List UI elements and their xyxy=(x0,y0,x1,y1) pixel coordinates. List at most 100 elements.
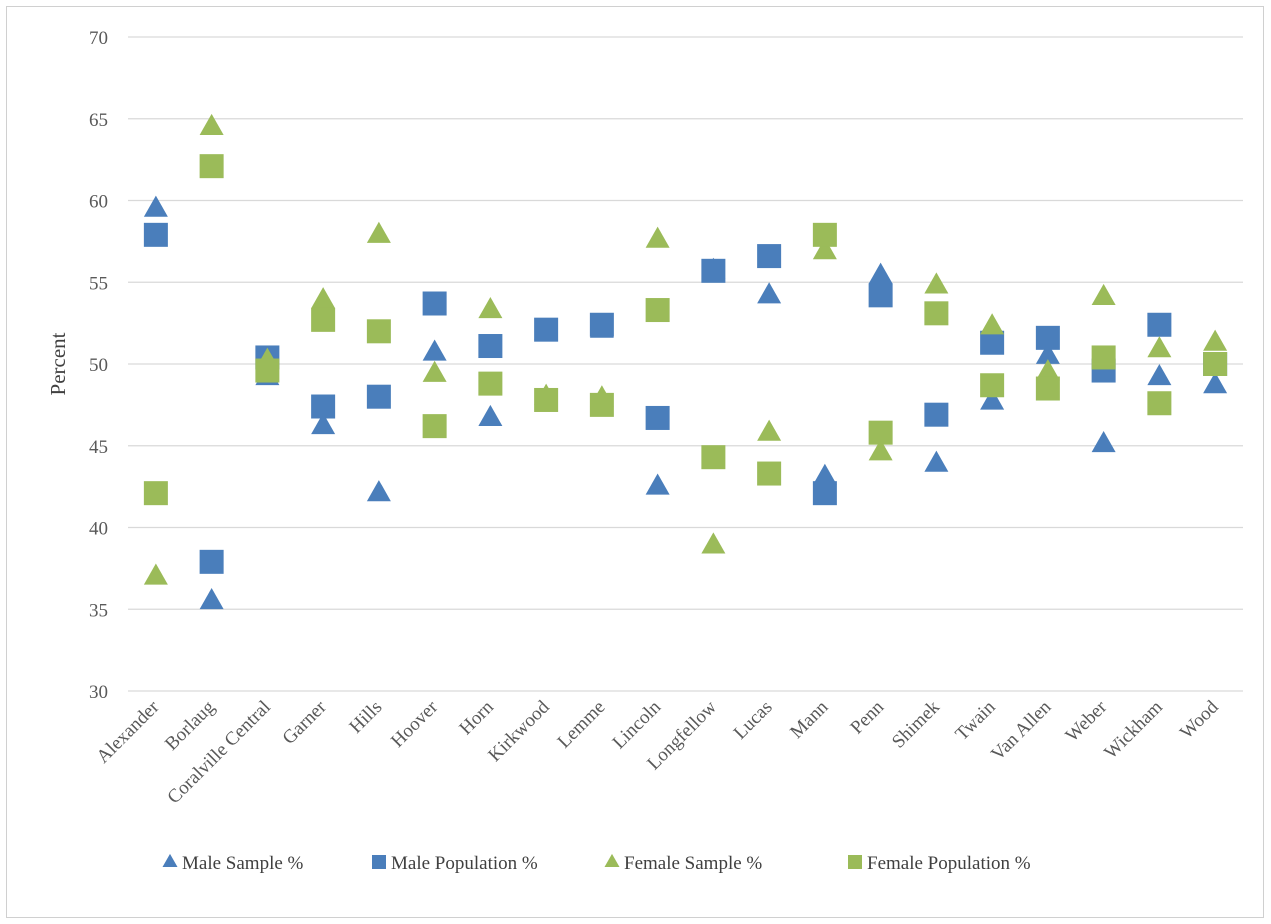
y-tick-label: 60 xyxy=(89,192,108,213)
male-sample-marker xyxy=(924,450,949,472)
x-tick-label: Hoover xyxy=(387,696,443,752)
x-tick-label: Lemme xyxy=(554,697,610,753)
male-population-marker xyxy=(701,258,726,283)
female-sample-marker xyxy=(924,272,949,294)
legend-label: Female Population % xyxy=(867,853,1031,874)
male-population-marker xyxy=(812,481,837,506)
female-sample-marker xyxy=(366,221,391,243)
legend-label: Female Sample % xyxy=(624,853,762,874)
x-tick-label: Shimek xyxy=(888,696,944,752)
x-tick-label: Hills xyxy=(345,697,386,738)
y-tick-label: 40 xyxy=(89,519,108,540)
male-sample-marker xyxy=(478,404,503,426)
female-population-marker xyxy=(924,301,949,326)
x-tick-label: Coralville Central xyxy=(163,697,274,808)
male-population-marker xyxy=(980,330,1005,355)
male-population-marker xyxy=(1035,325,1060,350)
female-sample-marker xyxy=(980,313,1005,335)
male-sample-marker xyxy=(980,388,1005,410)
gridlines xyxy=(128,36,1243,692)
x-tick-label: Mann xyxy=(786,696,833,743)
female-sample-marker xyxy=(478,296,503,319)
y-axis-title: Percent xyxy=(46,332,70,395)
y-tick-label: 30 xyxy=(89,682,108,703)
x-tick-label: Van Allen xyxy=(987,696,1056,765)
y-tick-label: 45 xyxy=(89,437,108,458)
male-sample-marker xyxy=(1203,372,1228,394)
x-tick-label: Wickham xyxy=(1100,697,1167,764)
male-sample-marker xyxy=(422,339,447,361)
male-population-marker xyxy=(366,384,391,409)
male-sample-marker xyxy=(757,282,782,304)
y-tick-label: 65 xyxy=(89,110,108,131)
legend-swatch xyxy=(848,855,862,869)
male-population-marker xyxy=(1147,312,1172,337)
female-sample-marker xyxy=(199,113,224,135)
female-sample-marker xyxy=(1203,329,1228,351)
female-population-marker xyxy=(422,414,447,439)
legend-label: Male Population % xyxy=(391,853,538,874)
female-sample-marker xyxy=(143,563,168,585)
female-sample-marker xyxy=(812,238,837,260)
female-sample-marker xyxy=(422,360,447,382)
female-population-marker xyxy=(311,307,336,332)
legend-swatch xyxy=(372,855,386,869)
male-sample-marker xyxy=(1147,363,1172,386)
female-population-marker xyxy=(199,154,224,179)
female-sample-marker xyxy=(311,287,336,309)
y-tick-label: 35 xyxy=(89,600,108,621)
x-tick-label: Horn xyxy=(455,696,498,739)
legend-swatch xyxy=(162,853,178,868)
female-population-marker xyxy=(255,358,280,383)
female-population-marker xyxy=(1091,345,1116,370)
legend-swatch xyxy=(604,853,620,868)
y-tick-labels: 30 35 40 45 50 55 60 65 70 xyxy=(89,28,108,703)
male-population-marker xyxy=(143,222,168,247)
female-sample-marker xyxy=(1091,283,1116,305)
male-sample-marker xyxy=(1035,342,1060,364)
male-population-marker xyxy=(868,283,893,308)
male-sample-marker xyxy=(812,463,837,485)
female-population-marker xyxy=(645,298,670,323)
male-population-marker xyxy=(645,405,670,430)
female-population-marker xyxy=(366,319,391,344)
female-population-marker xyxy=(1203,352,1228,376)
legend: Male Sample % Male Population % Female Sam… xyxy=(162,853,1031,874)
male-population-marker xyxy=(311,394,336,419)
male-sample-marker xyxy=(366,480,391,502)
male-sample-marker xyxy=(311,413,336,435)
female-population-marker xyxy=(143,481,168,506)
male-population-marker xyxy=(757,244,782,269)
female-sample-marker xyxy=(1035,359,1060,381)
x-tick-label: Wood xyxy=(1176,696,1223,743)
female-population-marker xyxy=(1035,376,1060,401)
x-tick-label: Lucas xyxy=(730,697,777,744)
male-sample-marker xyxy=(868,262,893,284)
female-population-marker xyxy=(478,371,503,396)
male-sample-marker xyxy=(199,587,224,610)
male-sample-marker xyxy=(1091,431,1116,453)
legend-label: Male Sample % xyxy=(182,853,304,874)
female-population-marker xyxy=(534,387,559,412)
female-population-marker xyxy=(1147,391,1172,416)
male-sample-marker xyxy=(143,195,168,217)
female-population-marker xyxy=(812,222,837,247)
female-sample-marker xyxy=(645,226,670,248)
y-tick-label: 55 xyxy=(89,273,108,294)
male-population-marker xyxy=(924,402,949,427)
x-tick-label: Garner xyxy=(279,696,332,749)
female-sample-marker xyxy=(868,439,893,461)
female-population-marker xyxy=(701,445,726,470)
male-population-marker xyxy=(534,317,559,342)
male-population-marker xyxy=(589,312,614,337)
male-population-marker xyxy=(478,334,503,359)
female-sample-marker xyxy=(701,532,726,554)
x-tick-label: Weber xyxy=(1062,696,1112,746)
male-sample-marker xyxy=(645,473,670,495)
female-sample-marker xyxy=(757,419,782,441)
data-markers xyxy=(143,113,1228,610)
male-population-marker xyxy=(422,291,447,316)
female-population-marker xyxy=(757,461,782,486)
